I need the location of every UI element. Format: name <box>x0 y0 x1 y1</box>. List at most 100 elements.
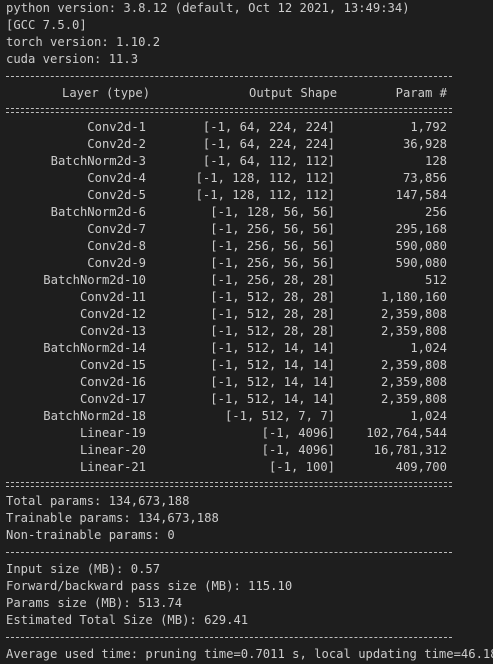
layer-name-cell: Conv2d-11 <box>79 290 146 304</box>
layer-name-cell: Linear-19 <box>79 426 146 440</box>
output-shape-cell: [-1, 512, 14, 14] <box>210 358 335 372</box>
param-count-cell: 256 <box>424 205 447 219</box>
output-shape-cell: [-1, 512, 28, 28] <box>210 324 335 338</box>
table-row: Conv2d-4 [-1, 128, 112, 112] 73,856 <box>0 170 493 187</box>
output-shape-cell: [-1, 64, 224, 224] <box>202 120 335 134</box>
layer-name-cell: Conv2d-7 <box>87 222 146 236</box>
output-shape-cell: [-1, 512, 28, 28] <box>210 307 335 321</box>
dashed-separator <box>0 544 493 561</box>
table-row: Linear-20 [-1, 4096] 16,781,312 <box>0 442 493 459</box>
output-shape-cell: [-1, 512, 14, 14] <box>210 375 335 389</box>
param-count-cell: 73,856 <box>402 171 447 185</box>
layer-name-cell: Conv2d-12 <box>79 307 146 321</box>
table-row: Conv2d-8 [-1, 256, 56, 56] 590,080 <box>0 238 493 255</box>
layer-table-body: Conv2d-1 [-1, 64, 224, 224] 1,792 Conv2d-2 [… <box>0 119 493 476</box>
layer-name-cell: Conv2d-15 <box>79 358 146 372</box>
param-count-cell: 102,764,544 <box>366 426 447 440</box>
output-shape-cell: [-1, 256, 56, 56] <box>210 222 335 236</box>
param-count-cell: 36,928 <box>402 137 447 151</box>
summary-line: Params size (MB): 513.74 <box>6 596 183 610</box>
layer-name-cell: BatchNorm2d-10 <box>43 273 146 287</box>
table-row: BatchNorm2d-3 [-1, 64, 112, 112] 128 <box>0 153 493 170</box>
output-shape-cell: [-1, 100] <box>268 460 335 474</box>
header-line: [GCC 7.5.0] <box>6 18 87 32</box>
header-line: python version: 3.8.12 (default, Oct 12 … <box>6 1 410 15</box>
summary-line: Total params: 134,673,188 <box>6 494 190 508</box>
layer-name-cell: Conv2d-4 <box>87 171 146 185</box>
param-count-cell: 2,359,808 <box>380 324 447 338</box>
layer-name-cell: BatchNorm2d-3 <box>50 154 146 168</box>
table-row: BatchNorm2d-18 [-1, 512, 7, 7] 1,024 <box>0 408 493 425</box>
timing-line: Average used time: pruning time=0.7011 s… <box>6 647 493 661</box>
dashed-separator <box>0 629 493 646</box>
table-row: Linear-21 [-1, 100] 409,700 <box>0 459 493 476</box>
column-header-layer: Layer (type) <box>62 86 151 100</box>
param-count-cell: 147,584 <box>395 188 447 202</box>
output-shape-cell: [-1, 512, 14, 14] <box>210 341 335 355</box>
layer-name-cell: Conv2d-8 <box>87 239 146 253</box>
layer-name-cell: BatchNorm2d-18 <box>43 409 146 423</box>
table-row: Conv2d-12 [-1, 512, 28, 28] 2,359,808 <box>0 306 493 323</box>
summary-line: Estimated Total Size (MB): 629.41 <box>6 613 249 627</box>
param-count-cell: 2,359,808 <box>380 375 447 389</box>
output-shape-cell: [-1, 64, 224, 224] <box>202 137 335 151</box>
table-row: Conv2d-9 [-1, 256, 56, 56] 590,080 <box>0 255 493 272</box>
output-shape-cell: [-1, 256, 56, 56] <box>210 256 335 270</box>
param-count-cell: 128 <box>424 154 447 168</box>
header-line: cuda version: 11.3 <box>6 52 139 66</box>
summary-line: Forward/backward pass size (MB): 115.10 <box>6 579 293 593</box>
output-shape-cell: [-1, 128, 56, 56] <box>210 205 335 219</box>
output-shape-cell: [-1, 128, 112, 112] <box>195 171 335 185</box>
layer-name-cell: Linear-20 <box>79 443 146 457</box>
param-count-cell: 2,359,808 <box>380 358 447 372</box>
output-shape-cell: [-1, 4096] <box>261 426 335 440</box>
param-count-cell: 590,080 <box>395 239 447 253</box>
table-row: Conv2d-1 [-1, 64, 224, 224] 1,792 <box>0 119 493 136</box>
table-row: Conv2d-16 [-1, 512, 14, 14] 2,359,808 <box>0 374 493 391</box>
summary-line: Trainable params: 134,673,188 <box>6 511 219 525</box>
layer-name-cell: Conv2d-13 <box>79 324 146 338</box>
table-row: Conv2d-7 [-1, 256, 56, 56] 295,168 <box>0 221 493 238</box>
param-count-cell: 409,700 <box>395 460 447 474</box>
column-header-shape: Output Shape <box>249 86 338 100</box>
output-shape-cell: [-1, 128, 112, 112] <box>195 188 335 202</box>
table-row: BatchNorm2d-6 [-1, 128, 56, 56] 256 <box>0 204 493 221</box>
output-shape-cell: [-1, 256, 56, 56] <box>210 239 335 253</box>
summary-line: Input size (MB): 0.57 <box>6 562 161 576</box>
column-header-params: Param # <box>395 86 447 100</box>
param-count-cell: 1,024 <box>410 409 447 423</box>
table-row: Conv2d-17 [-1, 512, 14, 14] 2,359,808 <box>0 391 493 408</box>
table-row: Conv2d-2 [-1, 64, 224, 224] 36,928 <box>0 136 493 153</box>
output-shape-cell: [-1, 64, 112, 112] <box>202 154 335 168</box>
output-shape-cell: [-1, 512, 28, 28] <box>210 290 335 304</box>
param-count-cell: 16,781,312 <box>373 443 447 457</box>
param-count-cell: 295,168 <box>395 222 447 236</box>
table-row: BatchNorm2d-14 [-1, 512, 14, 14] 1,024 <box>0 340 493 357</box>
output-shape-cell: [-1, 4096] <box>261 443 335 457</box>
param-count-cell: 2,359,808 <box>380 392 447 406</box>
param-count-cell: 1,792 <box>410 120 447 134</box>
param-count-cell: 1,024 <box>410 341 447 355</box>
table-row: BatchNorm2d-10 [-1, 256, 28, 28] 512 <box>0 272 493 289</box>
double-separator <box>0 476 493 493</box>
layer-name-cell: Conv2d-16 <box>79 375 146 389</box>
layer-name-cell: BatchNorm2d-6 <box>50 205 146 219</box>
output-shape-cell: [-1, 256, 28, 28] <box>210 273 335 287</box>
table-header: Layer (type) Output Shape Param # <box>0 85 493 102</box>
dashed-separator <box>0 68 493 85</box>
double-separator <box>0 102 493 119</box>
param-count-cell: 2,359,808 <box>380 307 447 321</box>
table-row: Conv2d-5 [-1, 128, 112, 112] 147,584 <box>0 187 493 204</box>
param-count-cell: 1,180,160 <box>380 290 447 304</box>
layer-name-cell: Conv2d-5 <box>87 188 146 202</box>
layer-name-cell: Linear-21 <box>79 460 146 474</box>
layer-name-cell: Conv2d-2 <box>87 137 146 151</box>
output-shape-cell: [-1, 512, 14, 14] <box>210 392 335 406</box>
table-row: Conv2d-11 [-1, 512, 28, 28] 1,180,160 <box>0 289 493 306</box>
layer-name-cell: Conv2d-9 <box>87 256 146 270</box>
param-count-cell: 512 <box>424 273 447 287</box>
layer-name-cell: Conv2d-17 <box>79 392 146 406</box>
summary-line: Non-trainable params: 0 <box>6 528 175 542</box>
layer-name-cell: BatchNorm2d-14 <box>43 341 146 355</box>
